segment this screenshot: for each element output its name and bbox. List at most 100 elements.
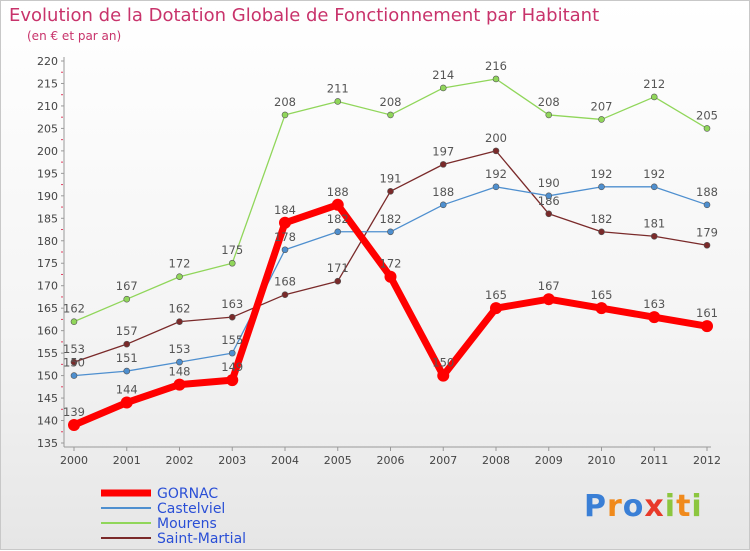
- data-point: [439, 201, 447, 209]
- data-label: 207: [591, 99, 613, 113]
- data-point: [701, 320, 713, 333]
- data-label: 167: [116, 279, 138, 293]
- data-point: [387, 111, 394, 119]
- data-label: 208: [380, 95, 402, 109]
- data-label: 191: [380, 171, 402, 185]
- data-point: [387, 188, 394, 195]
- data-label: 212: [643, 77, 665, 91]
- y-tick-label: 195: [37, 167, 58, 180]
- data-label: 197: [432, 144, 454, 158]
- data-label: 188: [327, 185, 349, 199]
- data-label: 167: [538, 279, 560, 293]
- logo-letter: x: [644, 489, 665, 524]
- data-label: 153: [63, 342, 85, 356]
- data-point: [281, 111, 289, 119]
- data-label: 172: [380, 257, 402, 271]
- x-tick-label: 2012: [693, 454, 721, 467]
- data-label: 139: [63, 405, 85, 419]
- legend-label-gornac: GORNAC: [157, 486, 218, 502]
- data-label: 211: [327, 81, 349, 95]
- data-label: 171: [327, 261, 349, 275]
- y-tick-label: 220: [37, 55, 58, 68]
- data-point: [70, 358, 78, 366]
- data-label: 150: [432, 356, 454, 370]
- y-tick-label: 215: [37, 77, 58, 90]
- data-point: [176, 273, 183, 281]
- y-tick-label: 165: [37, 302, 58, 315]
- data-point: [598, 183, 605, 191]
- proxiti-logo: Proxiti: [584, 489, 703, 524]
- data-point: [387, 228, 394, 236]
- data-point: [703, 241, 711, 249]
- y-tick-label: 175: [37, 257, 58, 270]
- data-point: [68, 419, 80, 432]
- data-point: [545, 210, 553, 218]
- data-label: 208: [274, 95, 296, 109]
- data-point: [650, 232, 658, 240]
- data-point: [334, 277, 342, 285]
- data-point: [439, 84, 447, 92]
- x-tick-label: 2000: [60, 454, 88, 467]
- data-label: 184: [274, 203, 296, 217]
- chart-subtitle: (en € et par an): [27, 29, 122, 43]
- data-point: [545, 111, 553, 119]
- data-label: 192: [643, 167, 665, 181]
- data-point: [70, 318, 78, 325]
- data-point: [334, 228, 342, 236]
- legend-label-saint-martial: Saint-Martial: [157, 531, 246, 547]
- data-label: 163: [643, 297, 665, 311]
- data-label: 216: [485, 59, 507, 73]
- data-label: 148: [169, 365, 191, 379]
- data-point: [120, 396, 133, 409]
- data-label: 155: [221, 333, 243, 347]
- data-point: [598, 228, 605, 236]
- data-label: 153: [169, 342, 191, 356]
- data-point: [334, 98, 342, 105]
- x-tick-label: 2008: [482, 454, 510, 467]
- x-tick-label: 2004: [271, 454, 299, 467]
- y-tick-label: 200: [37, 145, 58, 158]
- data-label: 157: [116, 324, 138, 338]
- data-label: 181: [643, 216, 665, 230]
- y-tick-label: 150: [37, 370, 58, 383]
- chart-title: Evolution de la Dotation Globale de Fonc…: [9, 5, 600, 26]
- data-label: 149: [221, 360, 243, 374]
- data-point: [439, 161, 447, 168]
- data-point: [228, 259, 236, 267]
- data-label: 162: [169, 302, 191, 316]
- data-point: [545, 192, 553, 200]
- logo-letter: o: [622, 489, 645, 524]
- data-point: [176, 318, 183, 325]
- data-label: 172: [169, 257, 191, 271]
- data-label: 186: [538, 194, 560, 208]
- x-tick-label: 2010: [588, 454, 616, 467]
- data-label: 182: [327, 212, 349, 226]
- y-tick-label: 185: [37, 212, 58, 225]
- proxiti-logo-text: Proxiti: [584, 489, 703, 524]
- data-label: 188: [696, 185, 718, 199]
- data-point: [542, 293, 555, 306]
- data-label: 168: [274, 275, 296, 289]
- data-label: 165: [485, 288, 507, 302]
- data-label: 192: [485, 167, 507, 181]
- y-tick-label: 135: [37, 437, 58, 450]
- y-tick-label: 145: [37, 392, 58, 405]
- data-label: 162: [63, 302, 85, 316]
- y-tick-label: 180: [37, 235, 58, 248]
- data-point: [492, 183, 500, 191]
- data-label: 151: [116, 351, 138, 365]
- x-tick-label: 2011: [640, 454, 668, 467]
- data-point: [384, 270, 397, 283]
- y-tick-label: 170: [37, 280, 58, 293]
- data-point: [598, 116, 605, 123]
- data-label: 163: [221, 297, 243, 311]
- data-label: 188: [432, 185, 454, 199]
- y-tick-label: 155: [37, 347, 58, 360]
- data-point: [123, 367, 131, 375]
- data-label: 165: [591, 288, 613, 302]
- data-point: [123, 340, 131, 348]
- x-tick-label: 2002: [166, 454, 194, 467]
- data-point: [490, 302, 502, 315]
- x-tick-label: 2005: [324, 454, 352, 467]
